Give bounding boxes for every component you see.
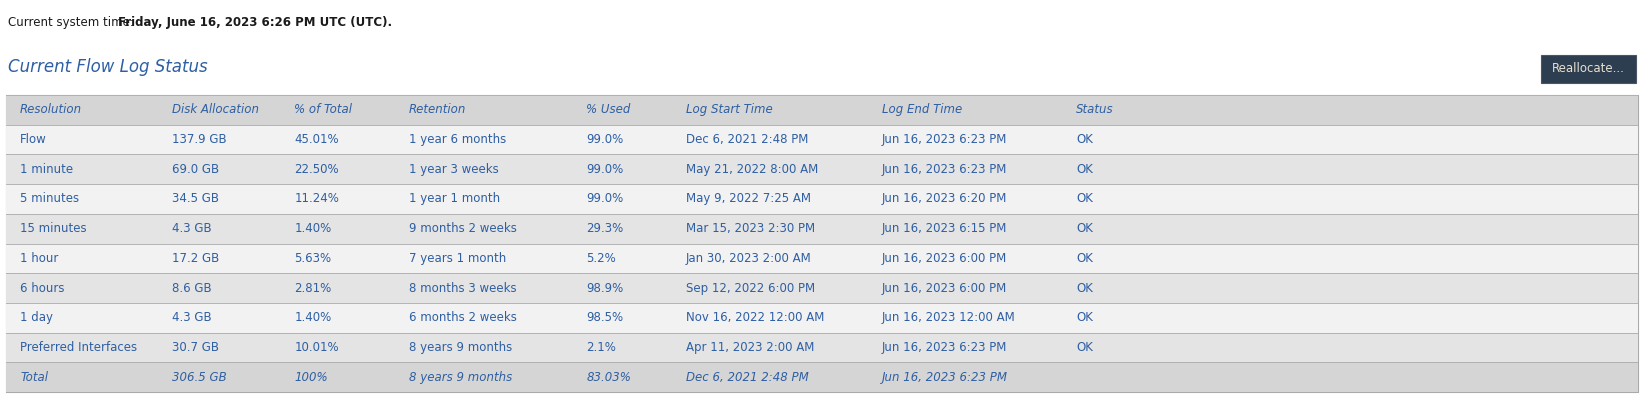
Bar xyxy=(7,95,1637,392)
Text: 69.0 GB: 69.0 GB xyxy=(173,163,219,176)
Text: 137.9 GB: 137.9 GB xyxy=(173,133,227,146)
Text: 8.6 GB: 8.6 GB xyxy=(173,281,212,295)
Text: 2.1%: 2.1% xyxy=(587,341,616,354)
Text: Disk Allocation: Disk Allocation xyxy=(173,103,260,116)
Text: OK: OK xyxy=(1077,281,1093,295)
Text: Status: Status xyxy=(1077,103,1113,116)
Text: 6 months 2 weeks: 6 months 2 weeks xyxy=(409,311,516,324)
Bar xyxy=(7,214,1637,243)
Text: Log Start Time: Log Start Time xyxy=(686,103,773,116)
Text: 34.5 GB: 34.5 GB xyxy=(173,193,219,206)
Bar xyxy=(7,333,1637,362)
Text: 10.01%: 10.01% xyxy=(294,341,339,354)
FancyBboxPatch shape xyxy=(1540,55,1636,83)
Text: Jun 16, 2023 6:00 PM: Jun 16, 2023 6:00 PM xyxy=(881,252,1008,265)
Text: Jun 16, 2023 6:23 PM: Jun 16, 2023 6:23 PM xyxy=(881,341,1008,354)
Text: OK: OK xyxy=(1077,163,1093,176)
Text: Retention: Retention xyxy=(409,103,465,116)
Text: % of Total: % of Total xyxy=(294,103,352,116)
Text: 7 years 1 month: 7 years 1 month xyxy=(409,252,506,265)
Text: OK: OK xyxy=(1077,252,1093,265)
Text: 5 minutes: 5 minutes xyxy=(20,193,79,206)
Bar xyxy=(7,154,1637,184)
Bar xyxy=(7,362,1637,392)
Text: Sep 12, 2022 6:00 PM: Sep 12, 2022 6:00 PM xyxy=(686,281,815,295)
Text: Current system time:: Current system time: xyxy=(8,16,138,29)
Bar xyxy=(7,273,1637,303)
Text: 45.01%: 45.01% xyxy=(294,133,339,146)
Text: 1 year 1 month: 1 year 1 month xyxy=(409,193,500,206)
Bar xyxy=(7,95,1637,125)
Text: 6 hours: 6 hours xyxy=(20,281,64,295)
Text: Log End Time: Log End Time xyxy=(881,103,962,116)
Text: Jun 16, 2023 6:15 PM: Jun 16, 2023 6:15 PM xyxy=(881,222,1008,235)
Text: 9 months 2 weeks: 9 months 2 weeks xyxy=(409,222,516,235)
Text: 4.3 GB: 4.3 GB xyxy=(173,311,212,324)
Bar xyxy=(7,125,1637,154)
Text: Preferred Interfaces: Preferred Interfaces xyxy=(20,341,138,354)
Text: Current Flow Log Status: Current Flow Log Status xyxy=(8,58,207,76)
Text: 17.2 GB: 17.2 GB xyxy=(173,252,219,265)
Text: 5.63%: 5.63% xyxy=(294,252,332,265)
Text: Mar 15, 2023 2:30 PM: Mar 15, 2023 2:30 PM xyxy=(686,222,815,235)
Text: Resolution: Resolution xyxy=(20,103,82,116)
Text: Nov 16, 2022 12:00 AM: Nov 16, 2022 12:00 AM xyxy=(686,311,824,324)
Text: 99.0%: 99.0% xyxy=(587,193,623,206)
Bar xyxy=(7,303,1637,333)
Text: Reallocate...: Reallocate... xyxy=(1552,62,1624,75)
Text: 11.24%: 11.24% xyxy=(294,193,339,206)
Text: 1 hour: 1 hour xyxy=(20,252,59,265)
Text: OK: OK xyxy=(1077,193,1093,206)
Text: 8 years 9 months: 8 years 9 months xyxy=(409,371,511,384)
Text: Jan 30, 2023 2:00 AM: Jan 30, 2023 2:00 AM xyxy=(686,252,812,265)
Text: Dec 6, 2021 2:48 PM: Dec 6, 2021 2:48 PM xyxy=(686,371,809,384)
Text: Jun 16, 2023 6:23 PM: Jun 16, 2023 6:23 PM xyxy=(881,133,1008,146)
Bar xyxy=(7,184,1637,214)
Bar xyxy=(7,243,1637,273)
Text: % Used: % Used xyxy=(587,103,631,116)
Text: 4.3 GB: 4.3 GB xyxy=(173,222,212,235)
Text: 1 year 6 months: 1 year 6 months xyxy=(409,133,506,146)
Text: 2.81%: 2.81% xyxy=(294,281,332,295)
Text: 29.3%: 29.3% xyxy=(587,222,623,235)
Text: 100%: 100% xyxy=(294,371,327,384)
Text: OK: OK xyxy=(1077,133,1093,146)
Text: 5.2%: 5.2% xyxy=(587,252,616,265)
Text: 8 years 9 months: 8 years 9 months xyxy=(409,341,511,354)
Text: 1 minute: 1 minute xyxy=(20,163,74,176)
Text: May 9, 2022 7:25 AM: May 9, 2022 7:25 AM xyxy=(686,193,810,206)
Text: OK: OK xyxy=(1077,222,1093,235)
Text: 99.0%: 99.0% xyxy=(587,163,623,176)
Text: Jun 16, 2023 12:00 AM: Jun 16, 2023 12:00 AM xyxy=(881,311,1016,324)
Text: 1.40%: 1.40% xyxy=(294,311,332,324)
Text: OK: OK xyxy=(1077,311,1093,324)
Text: 22.50%: 22.50% xyxy=(294,163,339,176)
Text: 30.7 GB: 30.7 GB xyxy=(173,341,219,354)
Text: May 21, 2022 8:00 AM: May 21, 2022 8:00 AM xyxy=(686,163,819,176)
Text: 1 year 3 weeks: 1 year 3 weeks xyxy=(409,163,498,176)
Text: OK: OK xyxy=(1077,341,1093,354)
Text: Friday, June 16, 2023 6:26 PM UTC (UTC).: Friday, June 16, 2023 6:26 PM UTC (UTC). xyxy=(118,16,393,29)
Text: Jun 16, 2023 6:20 PM: Jun 16, 2023 6:20 PM xyxy=(881,193,1008,206)
Text: Total: Total xyxy=(20,371,48,384)
Text: 99.0%: 99.0% xyxy=(587,133,623,146)
Text: 98.9%: 98.9% xyxy=(587,281,623,295)
Text: Apr 11, 2023 2:00 AM: Apr 11, 2023 2:00 AM xyxy=(686,341,814,354)
Text: 83.03%: 83.03% xyxy=(587,371,631,384)
Text: 98.5%: 98.5% xyxy=(587,311,623,324)
Text: Dec 6, 2021 2:48 PM: Dec 6, 2021 2:48 PM xyxy=(686,133,809,146)
Text: 1 day: 1 day xyxy=(20,311,53,324)
Text: 15 minutes: 15 minutes xyxy=(20,222,87,235)
Text: 306.5 GB: 306.5 GB xyxy=(173,371,227,384)
Text: Flow: Flow xyxy=(20,133,48,146)
Text: Jun 16, 2023 6:00 PM: Jun 16, 2023 6:00 PM xyxy=(881,281,1008,295)
Text: 1.40%: 1.40% xyxy=(294,222,332,235)
Text: Jun 16, 2023 6:23 PM: Jun 16, 2023 6:23 PM xyxy=(881,371,1008,384)
Text: 8 months 3 weeks: 8 months 3 weeks xyxy=(409,281,516,295)
Text: Jun 16, 2023 6:23 PM: Jun 16, 2023 6:23 PM xyxy=(881,163,1008,176)
